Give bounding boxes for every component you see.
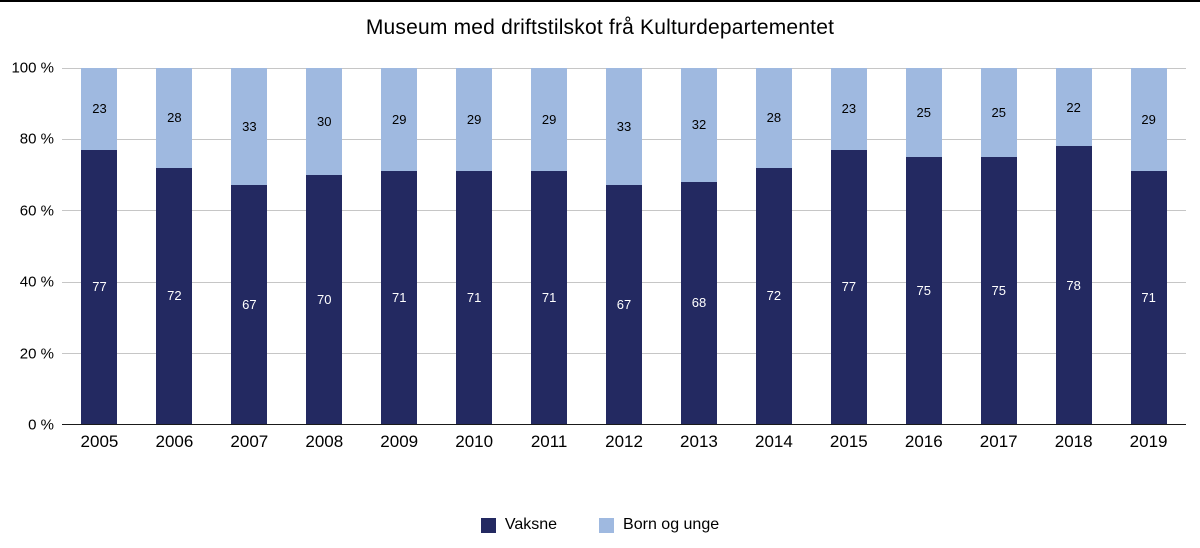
y-tick-label: 0 % (28, 416, 54, 434)
bar-slot: 78 22 (1036, 68, 1111, 424)
segment-vaksne: 77 (830, 149, 867, 424)
segment-vaksne: 67 (606, 185, 643, 424)
segment-vaksne: 71 (531, 171, 568, 424)
bar-slot: 71 29 (512, 68, 587, 424)
y-axis-labels: 0 % 20 % 40 % 60 % 80 % 100 % (0, 61, 54, 433)
segment-born-og-unge: 25 (980, 68, 1017, 157)
x-tick-label: 2010 (455, 432, 494, 451)
x-tick-label: 2015 (829, 432, 868, 451)
segment-born-og-unge: 23 (81, 68, 118, 150)
legend: Vaksne Born og unge (0, 516, 1200, 534)
x-tick-label: 2019 (1129, 432, 1168, 451)
segment-born-og-unge: 23 (830, 68, 867, 150)
segment-vaksne: 71 (1130, 171, 1167, 424)
bar-slot: 77 23 (811, 68, 886, 424)
stacked-bar-2009: 71 29 (381, 68, 418, 424)
segment-born-og-unge: 33 (606, 68, 643, 186)
segment-born-og-unge: 33 (231, 68, 268, 186)
x-tick-label: 2013 (680, 432, 718, 451)
stacked-bar-2016: 75 25 (905, 68, 942, 424)
bar-slot: 72 28 (137, 68, 212, 424)
x-tick-label: 2012 (605, 432, 643, 451)
bar-slot: 67 33 (212, 68, 287, 424)
stacked-bar-2014: 72 28 (755, 68, 792, 424)
legend-swatch (480, 517, 496, 533)
legend-item: Born og unge (599, 516, 719, 534)
stacked-bar-2012: 67 33 (606, 68, 643, 424)
bar-slot: 71 29 (1111, 68, 1186, 424)
segment-vaksne: 67 (231, 185, 268, 424)
segment-vaksne: 72 (755, 167, 792, 424)
segment-born-og-unge: 29 (456, 68, 493, 172)
bar-slot: 67 33 (587, 68, 662, 424)
segment-vaksne: 78 (1055, 146, 1092, 424)
stacked-bar-2011: 71 29 (531, 68, 568, 424)
x-tick-label: 2005 (80, 432, 119, 451)
segment-vaksne: 72 (156, 167, 193, 424)
x-tick-label: 2011 (530, 432, 568, 451)
x-tick-label: 2006 (155, 432, 194, 451)
stacked-bar-2007: 67 33 (231, 68, 268, 424)
x-tick-label: 2017 (979, 432, 1018, 451)
y-tick-label: 60 % (19, 202, 54, 220)
segment-vaksne: 75 (980, 157, 1017, 424)
x-tick-label: 2014 (754, 432, 793, 451)
bars: 77 23 72 28 67 33 70 30 71 29 71 29 71 29 67 33 68 32 72 28… (62, 68, 1186, 424)
x-tick-label: 2007 (230, 432, 269, 451)
stacked-bar-2006: 72 28 (156, 68, 193, 424)
segment-born-og-unge: 28 (755, 68, 792, 168)
segment-born-og-unge: 32 (680, 68, 717, 182)
bar-slot: 75 25 (886, 68, 961, 424)
segment-born-og-unge: 25 (905, 68, 942, 157)
stacked-bar-2019: 71 29 (1130, 68, 1167, 424)
segment-born-og-unge: 30 (306, 68, 343, 175)
bar-slot: 77 23 (62, 68, 137, 424)
segment-born-og-unge: 29 (381, 68, 418, 172)
y-tick-label: 100 % (11, 59, 54, 77)
segment-vaksne: 70 (306, 174, 343, 424)
chart-title: Museum med driftstilskot frå Kulturdepar… (365, 16, 835, 39)
stacked-bar-2017: 75 25 (980, 68, 1017, 424)
segment-born-og-unge: 22 (1055, 68, 1092, 147)
x-tick-label: 2009 (380, 432, 419, 451)
segment-vaksne: 75 (905, 157, 942, 424)
segment-vaksne: 71 (381, 171, 418, 424)
x-axis-labels: 2005 2006 2007 2008 2009 2010 2011 2012 2013 2014… (62, 432, 1186, 452)
bar-slot: 72 28 (736, 68, 811, 424)
plot-area: 77 23 72 28 67 33 70 30 71 29 71 29 71 29 67 33 68 32 72 28… (62, 68, 1186, 425)
legend-label: Vaksne (504, 516, 558, 533)
segment-vaksne: 71 (456, 171, 493, 424)
bar-slot: 68 32 (662, 68, 737, 424)
segment-born-og-unge: 29 (531, 68, 568, 172)
segment-vaksne: 77 (81, 149, 118, 424)
x-tick-label: 2008 (305, 432, 344, 451)
x-tick-label: 2016 (904, 432, 943, 451)
legend-item: Vaksne (480, 516, 558, 534)
bar-slot: 71 29 (437, 68, 512, 424)
x-tick-label: 2018 (1054, 432, 1093, 451)
segment-vaksne: 68 (680, 181, 717, 424)
stacked-bar-2005: 77 23 (81, 68, 118, 424)
bar-slot: 75 25 (961, 68, 1036, 424)
stacked-bar-2008: 70 30 (306, 68, 343, 424)
legend-swatch (599, 517, 615, 533)
y-tick-label: 40 % (19, 273, 54, 291)
stacked-bar-2015: 77 23 (830, 68, 867, 424)
stacked-bar-2013: 68 32 (680, 68, 717, 424)
y-tick-label: 20 % (19, 345, 54, 363)
legend-label: Born og unge (623, 516, 720, 533)
stacked-bar-2018: 78 22 (1055, 68, 1092, 424)
segment-born-og-unge: 29 (1130, 68, 1167, 172)
y-tick-label: 80 % (19, 130, 54, 148)
bar-slot: 70 30 (287, 68, 362, 424)
top-rule (0, 0, 1200, 2)
stacked-bar-2010: 71 29 (456, 68, 493, 424)
bar-slot: 71 29 (362, 68, 437, 424)
segment-born-og-unge: 28 (156, 68, 193, 168)
